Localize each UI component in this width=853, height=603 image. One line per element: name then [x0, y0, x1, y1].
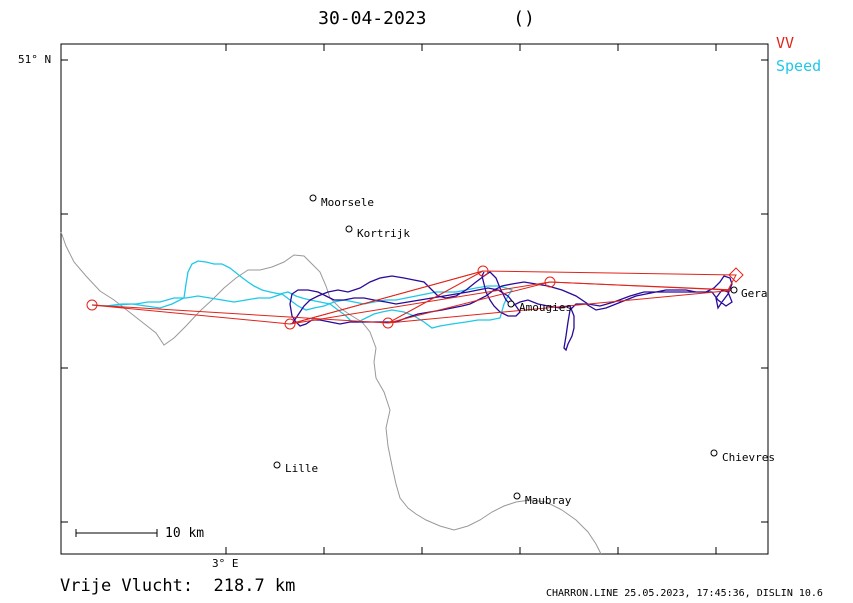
turnpoints [86, 265, 744, 330]
plot-frame [60, 43, 769, 555]
scale-bar-label: 10 km [165, 526, 205, 541]
place-label-maubray: Maubray [525, 494, 572, 507]
legend-speed: Speed [776, 57, 822, 75]
task-route-2 [289, 270, 737, 325]
distance-text: Vrije Vlucht: 218.7 km [60, 576, 296, 596]
place-label-gera: Gera [741, 287, 768, 300]
turnpoint-marker [477, 265, 489, 277]
legend-vv: VV [776, 34, 795, 52]
place-marker-gera [730, 286, 738, 294]
speed-track [91, 260, 514, 329]
lat-ticks [61, 59, 768, 523]
place-markers [273, 194, 738, 500]
country-border [60, 231, 602, 555]
place-marker-lille [273, 461, 281, 469]
map-title: 30-04-2023 () [318, 8, 535, 29]
flight-track [289, 271, 733, 352]
scale-bar [75, 529, 158, 537]
place-label-kortrijk: Kortrijk [357, 227, 410, 240]
credit-text: CHARRON.LINE 25.05.2023, 17:45:36, DISLI… [546, 588, 823, 599]
place-label-lille: Lille [285, 462, 319, 475]
place-marker-chievres [710, 449, 718, 457]
lat-axis-label: 51° N [18, 53, 52, 66]
turnpoint-marker [284, 318, 296, 330]
turnpoint-marker [86, 299, 98, 311]
turnpoint-marker [544, 276, 556, 288]
place-label-moorsele: Moorsele [321, 196, 374, 209]
place-marker-moorsele [309, 194, 317, 202]
place-label-chievres: Chievres [722, 451, 775, 464]
place-label-amougies: Amougies [519, 301, 572, 314]
lon-axis-label: 3° E [212, 557, 239, 570]
turnpoint-marker [382, 317, 394, 329]
place-marker-amougies [507, 300, 515, 308]
turnpoint-marker [728, 267, 744, 283]
place-marker-kortrijk [345, 225, 353, 233]
place-marker-maubray [513, 492, 521, 500]
lon-ticks [225, 44, 717, 554]
